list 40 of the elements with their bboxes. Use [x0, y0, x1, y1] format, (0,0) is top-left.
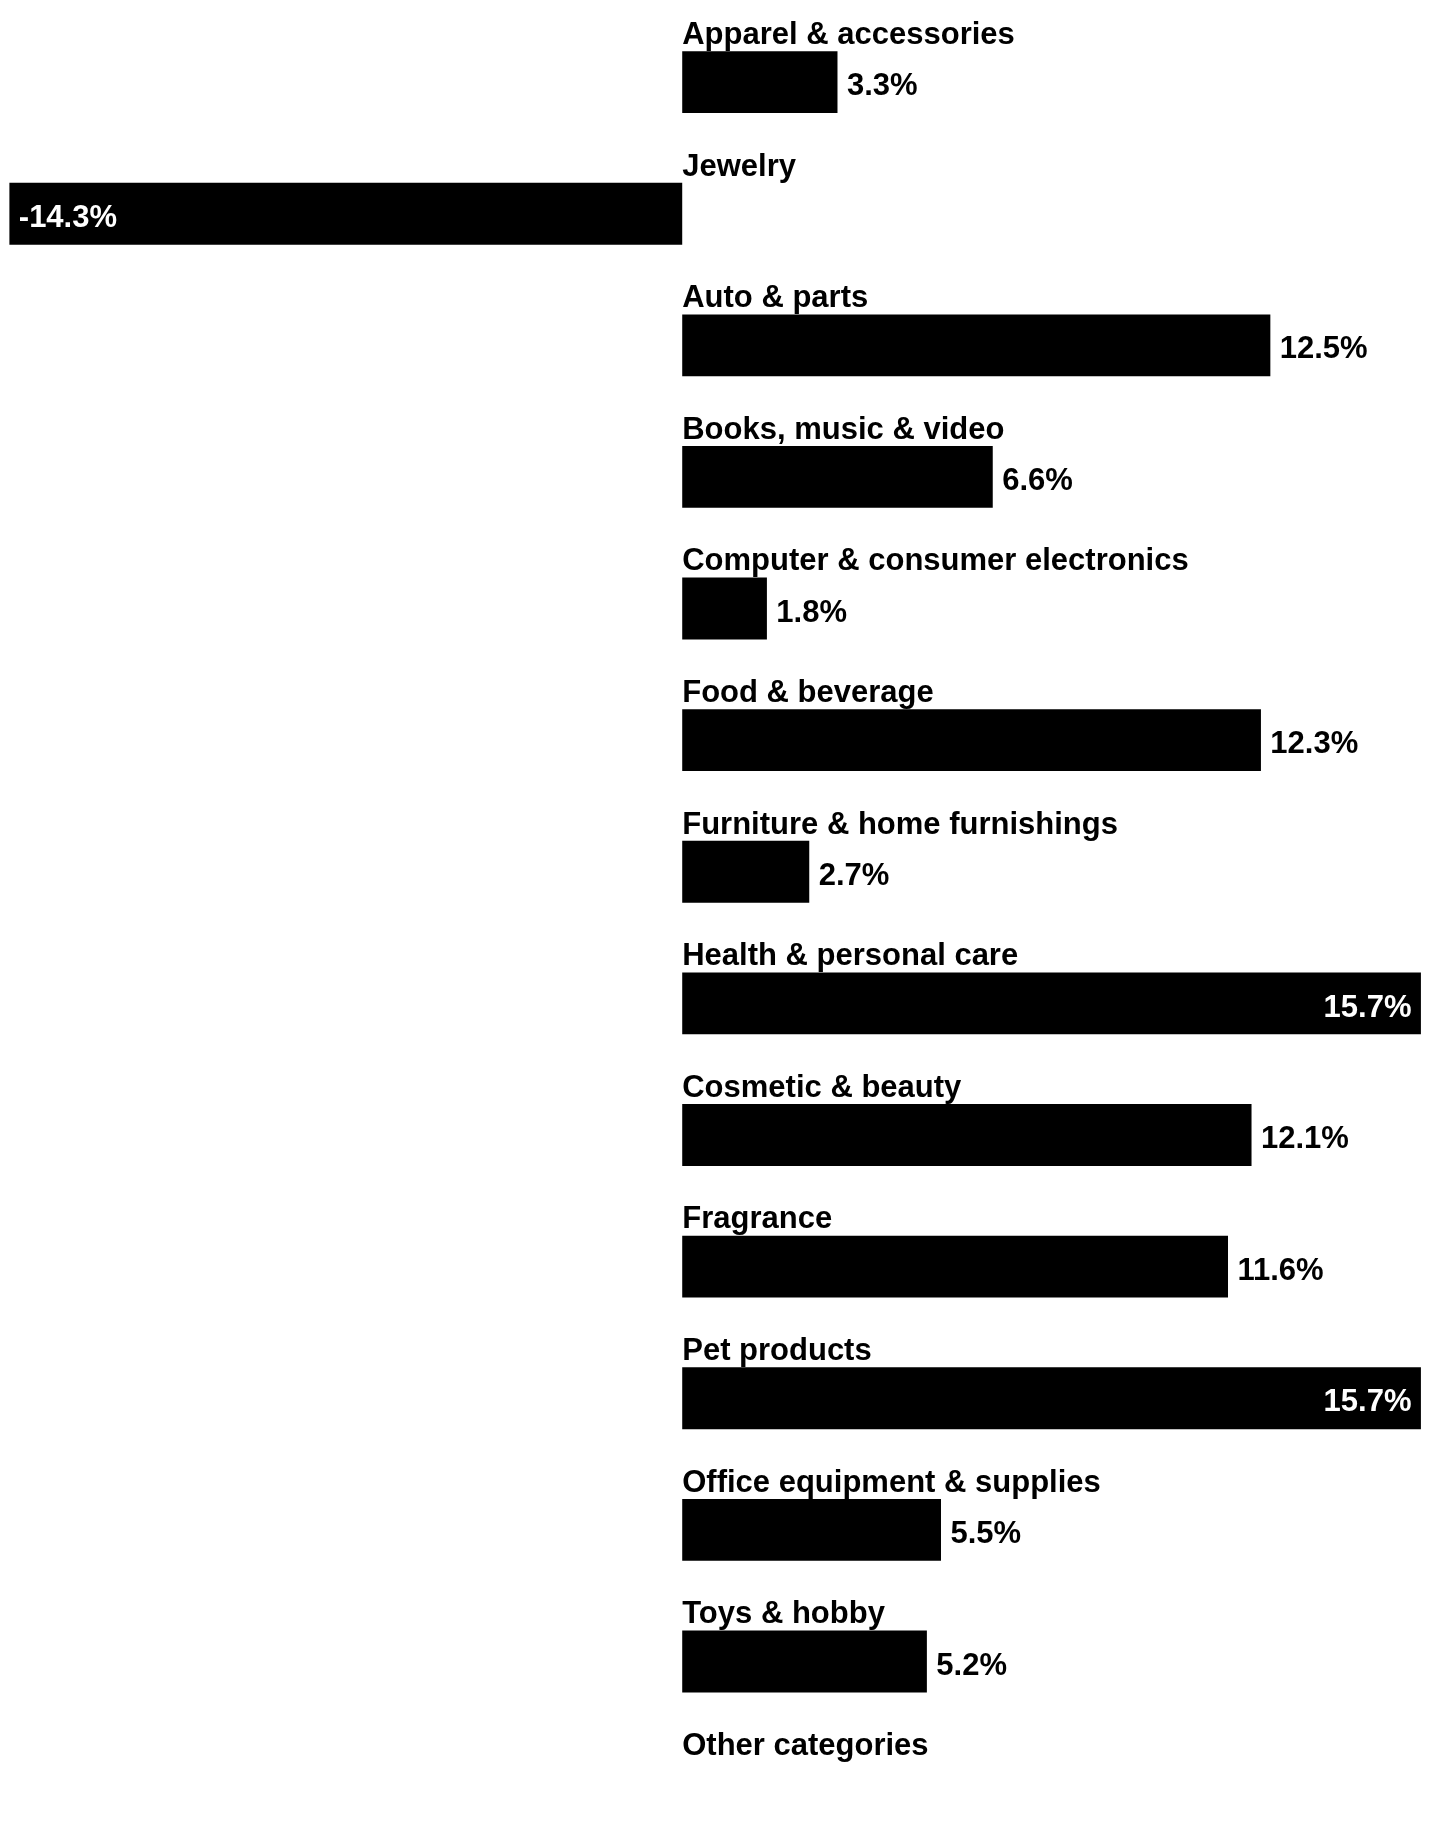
data-label: 11.6%	[1237, 1251, 1324, 1287]
y-tick-label: Auto & parts	[682, 279, 869, 315]
bar	[9, 182, 683, 245]
bar	[682, 1367, 1421, 1430]
bar	[682, 314, 1271, 377]
y-tick-label: Jewelry	[682, 147, 797, 183]
y-tick-label: Computer & consumer electronics	[682, 542, 1189, 578]
y-tick-label: Health & personal care	[682, 937, 1019, 973]
data-label: -14.3%	[18, 198, 118, 234]
bar	[682, 1498, 941, 1561]
bar	[682, 709, 1261, 772]
bar	[682, 1104, 1252, 1166]
y-tick-label: Toys & hobby	[682, 1595, 886, 1631]
y-tick-label: Pet products	[682, 1332, 872, 1368]
bar	[682, 972, 1421, 1035]
y-tick-label: Other categories	[682, 1726, 929, 1762]
data-label: 15.7%	[1323, 988, 1412, 1024]
bar	[682, 1630, 927, 1693]
y-tick-label: Furniture & home furnishings	[682, 805, 1118, 841]
data-label: 3.3%	[846, 67, 918, 103]
bar	[682, 840, 810, 903]
y-tick-label: Books, music & video	[682, 410, 1005, 446]
y-tick-label: Apparel & accessories	[682, 15, 1015, 51]
data-label: 1.8%	[776, 593, 847, 629]
bar	[682, 51, 838, 114]
bar	[682, 1235, 1229, 1298]
data-label: 15.7%	[1323, 1383, 1412, 1419]
bar	[682, 577, 767, 640]
data-label: 6.6%	[1002, 462, 1073, 498]
data-label: 12.1%	[1260, 1120, 1349, 1156]
data-label: 5.2%	[936, 1646, 1007, 1682]
data-label: 12.3%	[1270, 725, 1359, 761]
data-label: 2.7%	[818, 856, 890, 892]
y-tick-label: Office equipment & supplies	[682, 1463, 1101, 1499]
bar	[682, 446, 993, 508]
y-tick-label: Cosmetic & beauty	[682, 1068, 963, 1104]
data-label: 5.5%	[950, 1514, 1022, 1550]
data-label: 12.5%	[1279, 330, 1368, 366]
y-tick-label: Food & beverage	[682, 673, 934, 709]
y-tick-label: Fragrance	[682, 1200, 833, 1236]
